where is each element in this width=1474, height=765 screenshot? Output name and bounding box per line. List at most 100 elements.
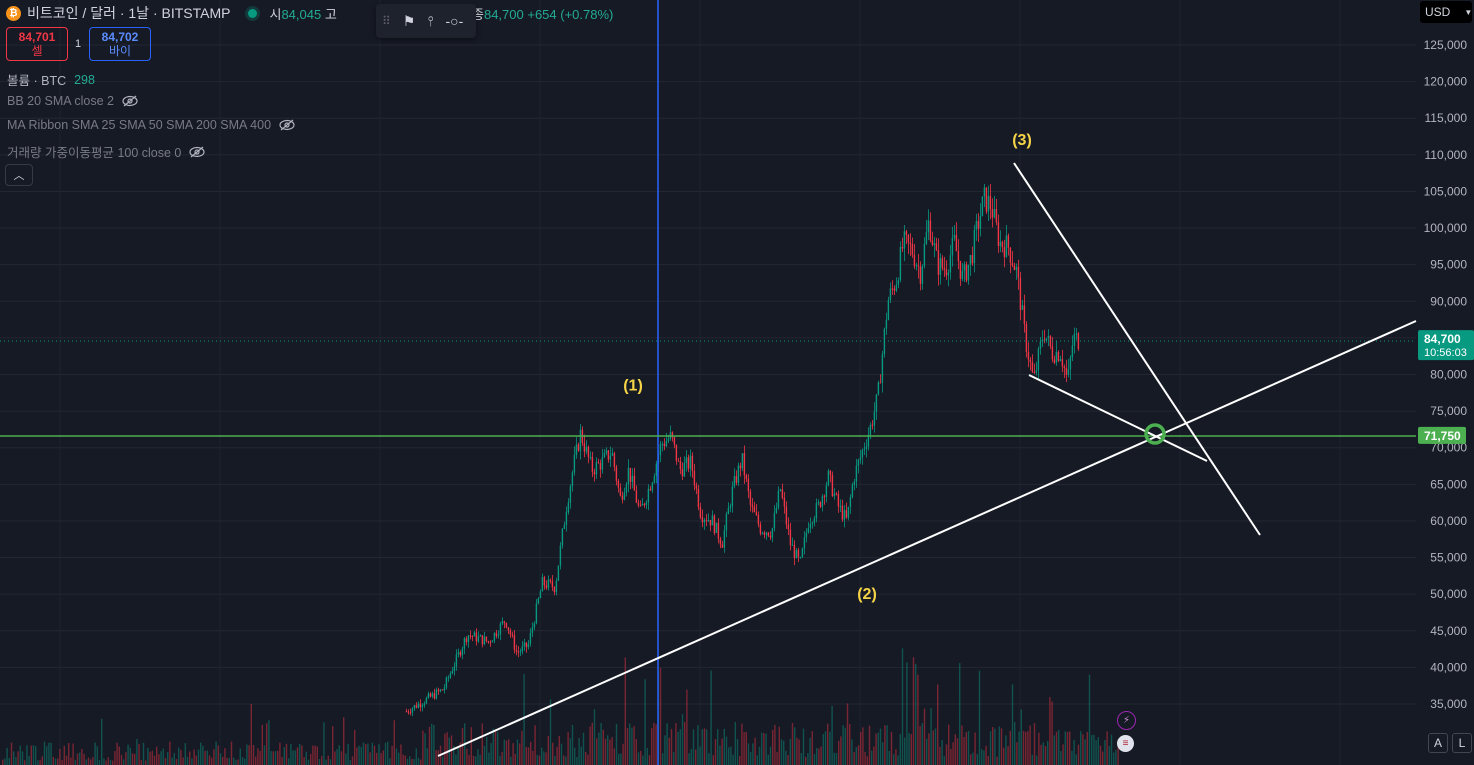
volume-bar <box>13 751 15 765</box>
volume-bar <box>310 753 312 765</box>
candle-body <box>423 703 426 706</box>
volume-bar <box>1036 755 1038 765</box>
volume-bar <box>888 750 890 765</box>
candle-body <box>815 503 818 519</box>
candle-body <box>851 484 854 498</box>
us-flag-icon[interactable]: ≡ <box>1117 735 1134 752</box>
indicator-bollinger[interactable]: BB 20 SMA close 2 <box>7 94 138 108</box>
candle-body <box>973 229 976 264</box>
volume-bar <box>851 739 853 765</box>
candle-body <box>683 463 686 477</box>
volume-bar <box>259 750 261 765</box>
volume-bar <box>17 751 19 765</box>
candle-body <box>995 208 998 223</box>
candle-body <box>485 636 488 642</box>
candle-body <box>619 487 622 496</box>
volume-bar <box>849 723 851 765</box>
volume-bar <box>743 732 745 765</box>
candle-body <box>691 455 694 471</box>
volume-bar <box>945 744 948 765</box>
volume-bar <box>587 754 589 765</box>
chart-grid <box>0 44 1416 705</box>
volume-bar <box>145 760 147 765</box>
volume-bar <box>653 722 655 765</box>
drag-handle-icon[interactable]: ⠿ <box>382 14 391 28</box>
volume-bar <box>136 738 138 765</box>
volume-bar <box>107 757 109 765</box>
volume-bar <box>835 753 838 765</box>
candle-body <box>507 627 510 631</box>
volume-bar <box>384 742 387 765</box>
flag-tool-icon[interactable]: ⚑ <box>402 12 416 29</box>
volume-bar <box>1095 740 1097 765</box>
order-quantity[interactable]: 1 <box>74 38 82 50</box>
indicator-vwma[interactable]: 거래량 가중이동평균 100 close 0 <box>7 142 205 161</box>
candle-body <box>823 496 826 498</box>
volume-bar <box>305 751 307 765</box>
candle-body <box>415 705 418 708</box>
volume-bar <box>74 759 76 765</box>
eye-hidden-icon[interactable] <box>122 95 138 107</box>
open-label: 시 <box>269 6 282 22</box>
buy-price: 84,702 <box>101 30 139 44</box>
volume-bar <box>46 746 48 765</box>
candle-body <box>875 394 878 412</box>
candle-body <box>515 649 518 652</box>
candle-body <box>785 506 788 525</box>
indicator-volume[interactable]: 볼륨 · BTC 298 <box>7 70 95 89</box>
candle-body <box>969 255 972 265</box>
lightning-icon[interactable]: ⚡ <box>1117 711 1136 730</box>
currency-selector[interactable]: USD ▼ <box>1420 1 1472 23</box>
volume-bar <box>516 739 519 765</box>
volume-bar <box>147 747 149 765</box>
candle-body <box>621 495 624 500</box>
volume-bar <box>428 726 431 765</box>
volume-bar <box>142 742 145 765</box>
candle-body <box>805 532 808 538</box>
volume-bar <box>459 742 461 765</box>
candle-body <box>1013 265 1016 271</box>
candle-body <box>897 280 900 285</box>
volume-bar <box>725 736 728 765</box>
candlesticks <box>405 183 1080 717</box>
drawing-toolbar[interactable]: ⠿ ⚑ ⫯ -○- <box>376 4 476 38</box>
volume-bar <box>829 731 831 765</box>
indicator-ma-ribbon[interactable]: MA Ribbon SMA 25 SMA 50 SMA 200 SMA 400 <box>7 118 295 132</box>
volume-bar <box>417 757 420 765</box>
sell-button[interactable]: 84,701 셀 <box>6 27 68 61</box>
volume-bar <box>928 733 930 765</box>
wave-annotations: (1) (2) (3) <box>623 132 1032 603</box>
volume-bar <box>32 745 35 765</box>
line-tool-icon[interactable]: -○- <box>445 13 464 29</box>
volume-bar <box>591 722 593 765</box>
candle-body <box>645 502 648 506</box>
volume-bar <box>1018 731 1020 765</box>
volume-bar <box>400 744 402 765</box>
buy-button[interactable]: 84,702 바이 <box>89 27 151 61</box>
volume-bar <box>631 727 633 765</box>
candle-body <box>709 520 712 526</box>
log-scale-button[interactable]: L <box>1452 733 1472 753</box>
pin-tool-icon[interactable]: ⫯ <box>427 12 434 29</box>
volume-bar <box>690 748 692 765</box>
volume-bar <box>292 750 294 765</box>
volume-bar <box>1106 731 1108 765</box>
candle-body <box>543 577 546 586</box>
volume-bar <box>523 674 525 765</box>
volume-bar <box>43 741 46 765</box>
volume-bar <box>1007 746 1009 765</box>
candle-body <box>797 549 800 558</box>
volume-bar <box>662 753 664 765</box>
falling-trendline <box>1013 162 1261 536</box>
auto-scale-button[interactable]: A <box>1428 733 1448 753</box>
eye-hidden-icon[interactable] <box>189 146 205 158</box>
volume-bar <box>981 749 983 765</box>
candle-body <box>565 512 568 525</box>
eye-hidden-icon[interactable] <box>279 119 295 131</box>
volume-bar <box>76 753 79 765</box>
symbol-title[interactable]: 비트코인 / 달러 · 1날 · BITSTAMP <box>27 5 231 21</box>
collapse-legend-button[interactable]: ︿ <box>5 164 33 186</box>
volume-bar <box>791 722 794 765</box>
candle-body <box>623 492 626 500</box>
